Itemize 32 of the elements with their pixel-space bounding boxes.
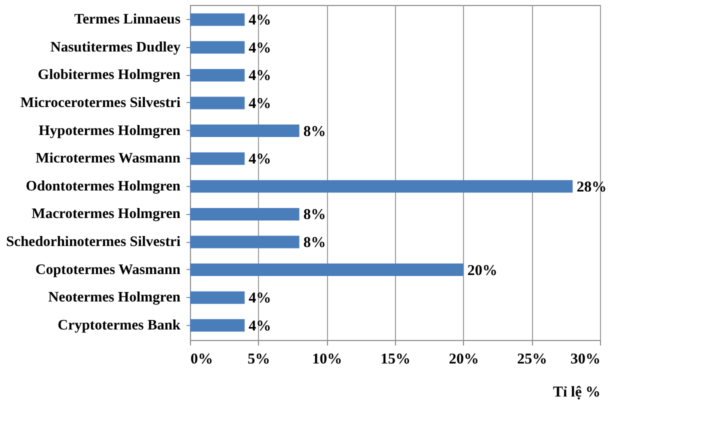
- x-axis-title: Tỉ lệ %: [553, 384, 600, 400]
- data-label: 28%: [576, 179, 607, 196]
- y-tick-label: Microtermes Wasmann: [36, 150, 180, 167]
- y-tick-label: Termes Linnaeus: [74, 12, 181, 28]
- data-label: 4%: [248, 152, 272, 168]
- x-tick-label: 5%: [248, 352, 270, 368]
- y-tick-label: Neotermes Holmgren: [48, 290, 180, 306]
- y-tick-label: Coptotermes Wasmann: [35, 262, 180, 278]
- x-tick-label: 15%: [380, 352, 410, 368]
- y-tick-label: Macrotermes Holmgren: [32, 206, 180, 222]
- data-label: 4%: [248, 318, 272, 334]
- x-tick-label: 25%: [517, 352, 548, 368]
- data-label: 20%: [467, 262, 498, 279]
- y-tick-label: Globitermes Holmgren: [38, 67, 180, 84]
- x-tick-label: 10%: [312, 352, 342, 368]
- y-tick-label: Nasutitermes Dudley: [50, 39, 182, 56]
- y-tick-label: Odontotermes Holmgren: [26, 178, 180, 194]
- data-label: 8%: [303, 235, 326, 251]
- y-tick-label: Microcerotermes Silvestri: [20, 95, 180, 111]
- y-tick-label: Hypotermes Holmgren: [38, 122, 180, 139]
- data-label: 4%: [248, 96, 272, 112]
- data-label: 8%: [303, 207, 326, 224]
- y-tick-label: Schedorhinotermes Silvestri: [6, 234, 180, 250]
- data-label: 4%: [248, 290, 272, 307]
- data-label: 4%: [248, 40, 272, 56]
- x-tick-label: 0%: [190, 352, 213, 368]
- x-tick-label: 20%: [448, 352, 479, 368]
- y-tick-label: Cryptotermes Bank: [58, 317, 182, 334]
- data-label: 4%: [248, 68, 272, 84]
- data-label: 4%: [248, 12, 272, 29]
- data-label: 8%: [303, 124, 326, 140]
- x-tick-label: 30%: [570, 352, 600, 368]
